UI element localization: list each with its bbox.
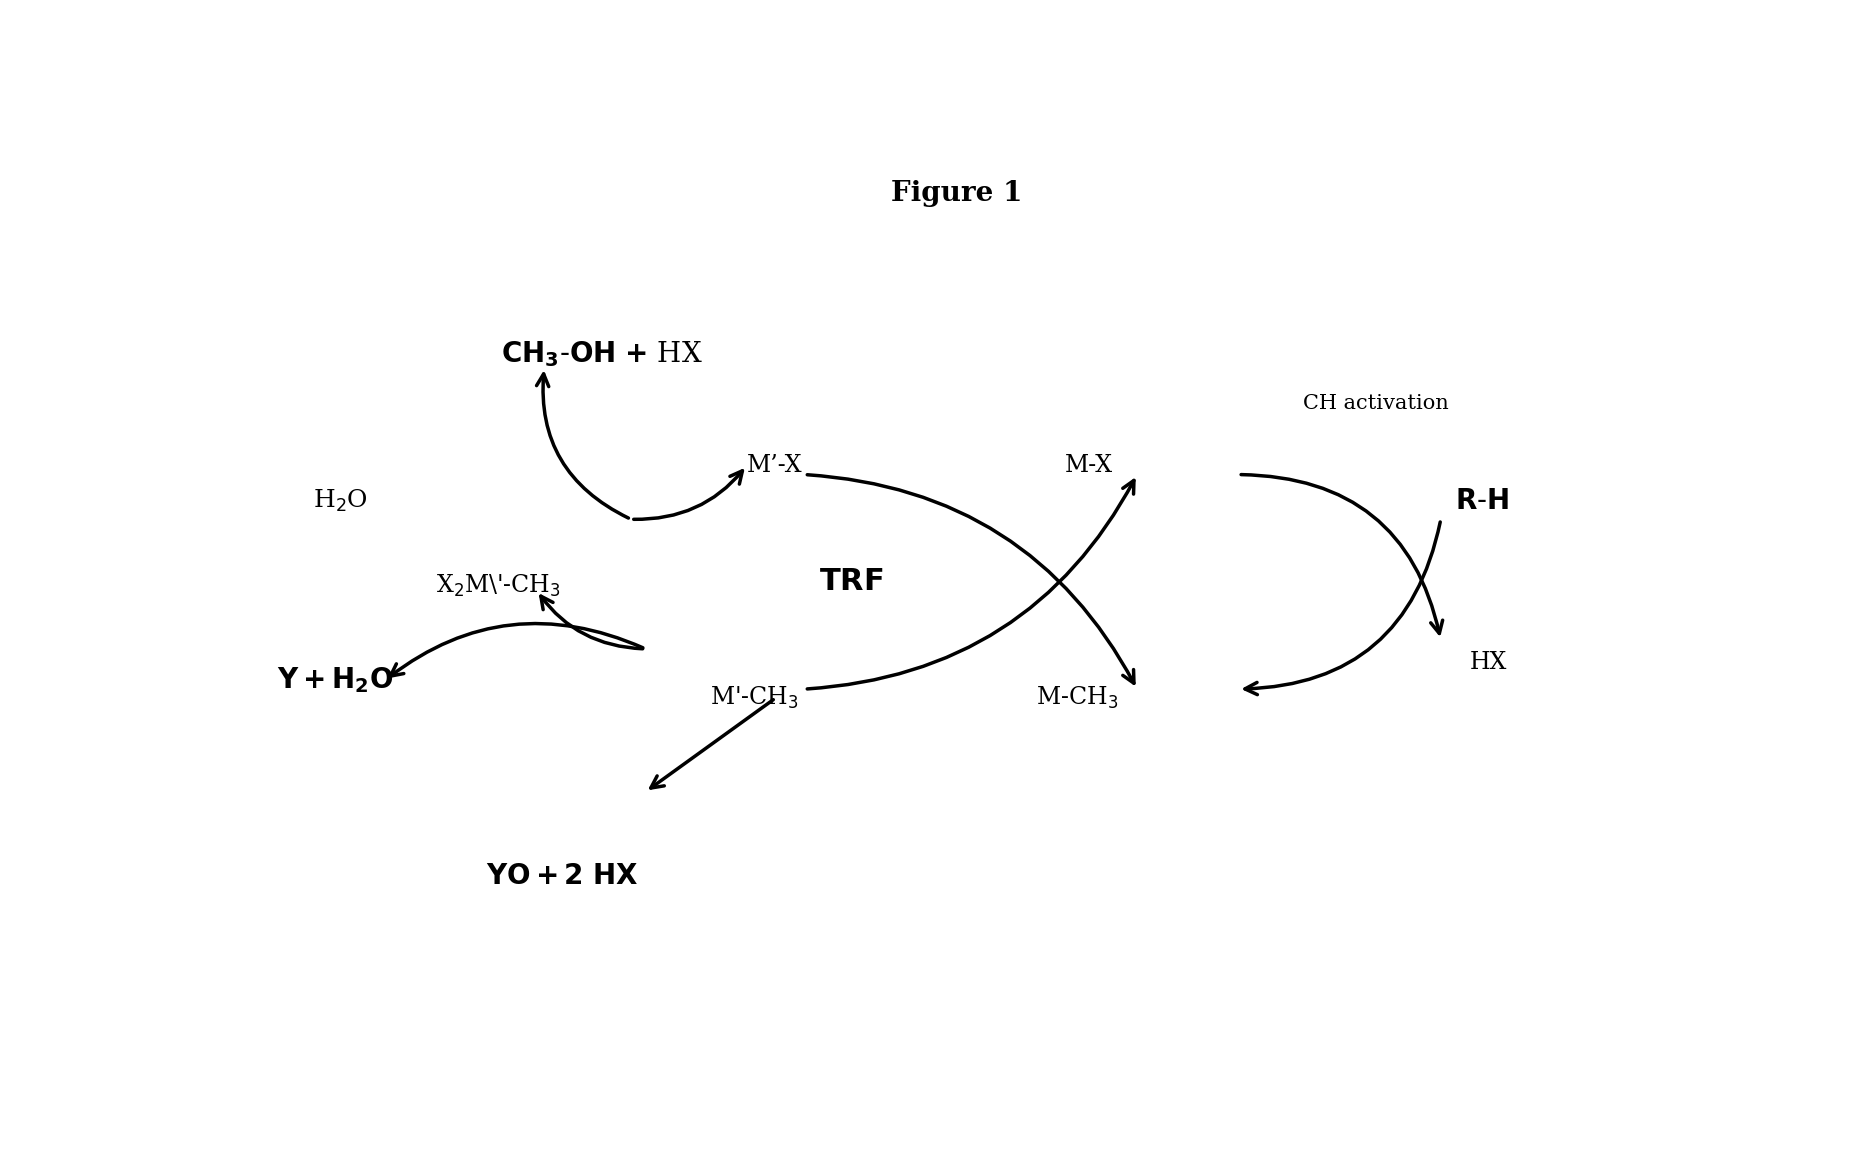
- Text: X$_2$M\'-CH$_3$: X$_2$M\'-CH$_3$: [437, 574, 560, 599]
- Text: $\mathbf{R\text{-}H}$: $\mathbf{R\text{-}H}$: [1455, 488, 1510, 514]
- Text: H$_2$O: H$_2$O: [313, 489, 368, 514]
- Text: M-CH$_3$: M-CH$_3$: [1036, 685, 1118, 712]
- Text: CH activation: CH activation: [1302, 394, 1450, 412]
- Text: M'-CH$_3$: M'-CH$_3$: [711, 685, 799, 712]
- Text: $\mathbf{Y + H_2O}$: $\mathbf{Y + H_2O}$: [276, 665, 394, 695]
- Text: M’-X: M’-X: [746, 454, 802, 477]
- Text: M-X: M-X: [1065, 454, 1112, 477]
- Text: $\mathbf{TRF}$: $\mathbf{TRF}$: [819, 567, 883, 598]
- Text: HX: HX: [1470, 651, 1508, 673]
- Text: $\mathbf{CH_3\text{-}OH}$ $\mathbf{+}$ HX: $\mathbf{CH_3\text{-}OH}$ $\mathbf{+}$ H…: [500, 339, 702, 369]
- Text: Figure 1: Figure 1: [890, 180, 1023, 207]
- Text: $\mathbf{YO + 2\ HX}$: $\mathbf{YO + 2\ HX}$: [487, 864, 638, 890]
